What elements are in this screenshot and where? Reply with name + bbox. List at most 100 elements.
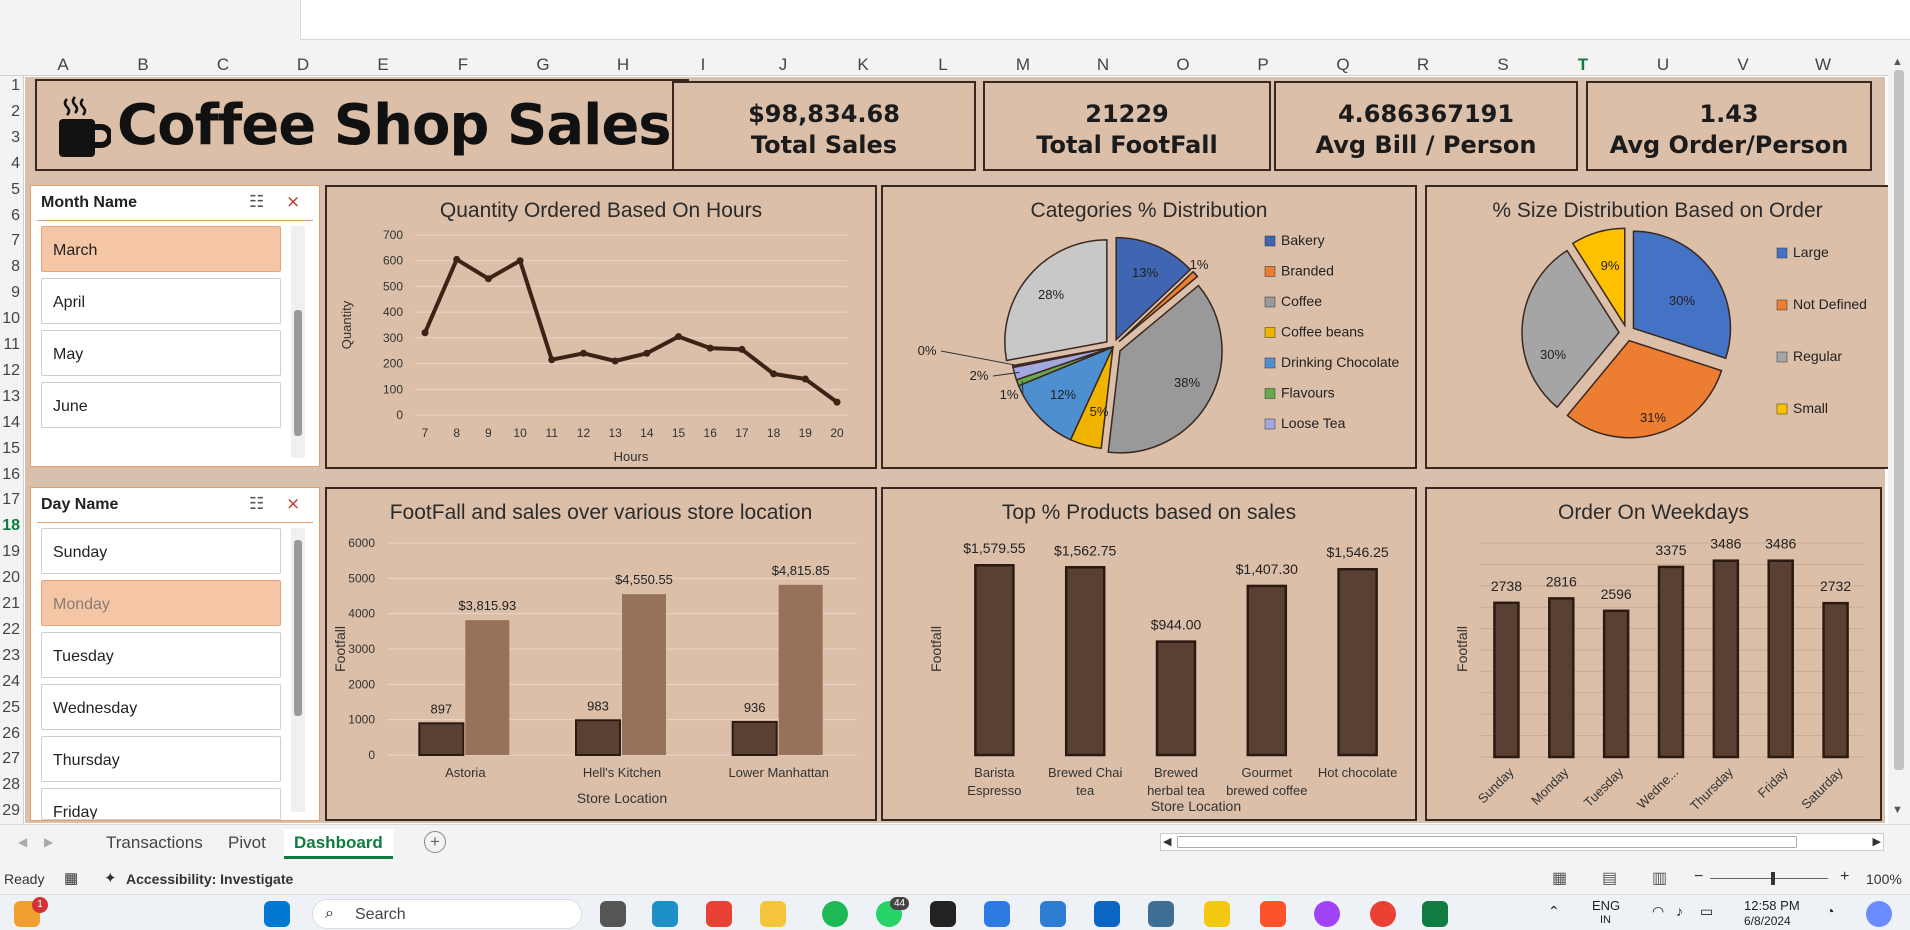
slicer-scrollbar[interactable] xyxy=(291,528,305,812)
page-break-icon[interactable]: ▥ xyxy=(1652,870,1668,887)
slicer-item-tuesday[interactable]: Tuesday xyxy=(41,632,281,678)
column-header[interactable]: I xyxy=(700,55,706,74)
column-header[interactable]: G xyxy=(536,55,550,74)
notion-icon[interactable] xyxy=(930,901,956,927)
vertical-scrollbar[interactable]: ▲ ▼ xyxy=(1888,52,1910,824)
app-icon-blue[interactable] xyxy=(984,901,1010,927)
row-header[interactable]: 25 xyxy=(2,698,20,716)
zoom-slider-handle[interactable] xyxy=(1771,872,1775,885)
scroll-up-icon[interactable]: ▲ xyxy=(1892,56,1903,68)
row-header[interactable]: 20 xyxy=(2,569,20,587)
chrome-profile-icon[interactable] xyxy=(1314,901,1340,927)
macro-icon[interactable]: ▦ xyxy=(64,870,79,887)
battery-icon[interactable]: ▭ xyxy=(1700,903,1714,919)
column-header[interactable]: P xyxy=(1257,55,1269,74)
formula-input[interactable] xyxy=(300,0,1910,40)
volume-icon[interactable]: ♪ xyxy=(1676,903,1683,919)
column-header[interactable]: S xyxy=(1497,55,1509,74)
chevron-up-icon[interactable]: ⌃ xyxy=(1548,903,1560,919)
column-header[interactable]: A xyxy=(57,55,69,74)
month-slicer[interactable]: Month Name ☷ ⨯ March April May June xyxy=(30,185,320,467)
scroll-thumb[interactable] xyxy=(1894,70,1904,770)
row-header[interactable]: 2 xyxy=(11,102,20,120)
row-header[interactable]: 11 xyxy=(3,336,20,353)
slicer-item-sunday[interactable]: Sunday xyxy=(41,528,281,574)
column-header[interactable]: H xyxy=(616,55,630,74)
row-header[interactable]: 27 xyxy=(2,750,20,768)
column-header[interactable]: M xyxy=(1015,55,1031,74)
language-indicator[interactable]: ENG xyxy=(1592,898,1621,913)
mysql-icon[interactable] xyxy=(1148,901,1174,927)
zoom-slider[interactable] xyxy=(1710,878,1828,879)
row-header[interactable]: 5 xyxy=(11,180,20,198)
clear-filter-icon[interactable]: ⨯ xyxy=(286,494,301,513)
column-header[interactable]: B xyxy=(137,55,149,74)
multi-select-icon[interactable]: ☷ xyxy=(249,192,265,211)
slicer-item-march[interactable]: March xyxy=(41,226,281,272)
row-header[interactable]: 29 xyxy=(2,802,20,820)
column-header[interactable]: J xyxy=(778,55,788,74)
row-header[interactable]: 22 xyxy=(2,620,20,638)
chrome-profile2-icon[interactable] xyxy=(1370,901,1396,927)
slicer-scrollbar[interactable] xyxy=(291,226,305,458)
spotify-icon[interactable] xyxy=(822,901,848,927)
brave-icon[interactable] xyxy=(1260,901,1286,927)
column-header[interactable]: F xyxy=(457,55,469,74)
column-header[interactable]: C xyxy=(216,55,230,74)
column-header[interactable]: W xyxy=(1814,55,1832,74)
row-header[interactable]: 26 xyxy=(2,724,20,742)
hscroll-thumb[interactable] xyxy=(1177,836,1797,848)
column-header[interactable]: T xyxy=(1577,55,1589,74)
row-header[interactable]: 1 xyxy=(11,77,20,94)
slicer-item-monday[interactable]: Monday xyxy=(41,580,281,626)
edge-icon[interactable] xyxy=(652,901,678,927)
zoom-in-icon[interactable]: + xyxy=(1840,868,1850,885)
slicer-item-may[interactable]: May xyxy=(41,330,281,376)
linkedin-icon[interactable] xyxy=(1094,901,1120,927)
column-header[interactable]: Q xyxy=(1336,55,1350,74)
chrome-icon[interactable] xyxy=(706,901,732,927)
row-header[interactable]: 16 xyxy=(2,465,20,483)
notification-bell-icon[interactable]: ◔ xyxy=(1826,903,1835,919)
row-header[interactable]: 28 xyxy=(2,776,20,794)
column-header[interactable]: O xyxy=(1176,55,1190,74)
row-header[interactable]: 3 xyxy=(11,128,20,146)
row-header[interactable]: 14 xyxy=(2,413,20,431)
page-layout-icon[interactable]: ▤ xyxy=(1602,870,1618,887)
row-header[interactable]: 18 xyxy=(2,517,20,535)
row-header[interactable]: 9 xyxy=(11,284,20,302)
row-header[interactable]: 8 xyxy=(11,258,20,276)
row-header[interactable]: 10 xyxy=(2,310,20,328)
hscroll-left-icon[interactable]: ◀ xyxy=(1163,836,1172,848)
copilot-icon[interactable] xyxy=(1866,901,1892,927)
clear-filter-icon[interactable]: ⨯ xyxy=(286,192,301,211)
column-header[interactable]: U xyxy=(1656,55,1670,74)
row-header[interactable]: 19 xyxy=(2,543,20,561)
day-slicer[interactable]: Day Name ☷ ⨯ Sunday Monday Tuesday Wedne… xyxy=(30,487,320,821)
column-header[interactable]: L xyxy=(938,55,948,74)
add-sheet-button[interactable]: + xyxy=(424,831,446,853)
column-header[interactable]: R xyxy=(1416,55,1430,74)
task-view-icon[interactable] xyxy=(600,901,626,927)
vscode-icon[interactable] xyxy=(1040,901,1066,927)
horizontal-scrollbar[interactable]: ◀ ▶ xyxy=(1160,833,1884,851)
row-header[interactable]: 17 xyxy=(2,491,20,509)
file-explorer-icon[interactable] xyxy=(760,901,786,927)
row-header[interactable]: 15 xyxy=(2,439,20,457)
slicer-item-friday[interactable]: Friday xyxy=(41,788,281,820)
wifi-icon[interactable]: ◠ xyxy=(1652,903,1665,919)
excel-icon[interactable] xyxy=(1422,901,1448,927)
hscroll-right-icon[interactable]: ▶ xyxy=(1872,836,1881,848)
slicer-item-wednesday[interactable]: Wednesday xyxy=(41,684,281,730)
row-header[interactable]: 4 xyxy=(11,154,20,172)
row-header[interactable]: 13 xyxy=(2,387,20,405)
slicer-item-april[interactable]: April xyxy=(41,278,281,324)
multi-select-icon[interactable]: ☷ xyxy=(249,494,265,513)
column-header[interactable]: D xyxy=(296,55,310,74)
slicer-item-june[interactable]: June xyxy=(41,382,281,428)
column-header[interactable]: K xyxy=(857,55,869,74)
powerbi-icon[interactable] xyxy=(1204,901,1230,927)
taskbar-search[interactable]: ⌕ Search xyxy=(312,899,582,929)
row-header[interactable]: 6 xyxy=(11,206,20,224)
windows-start-icon[interactable] xyxy=(264,901,290,927)
